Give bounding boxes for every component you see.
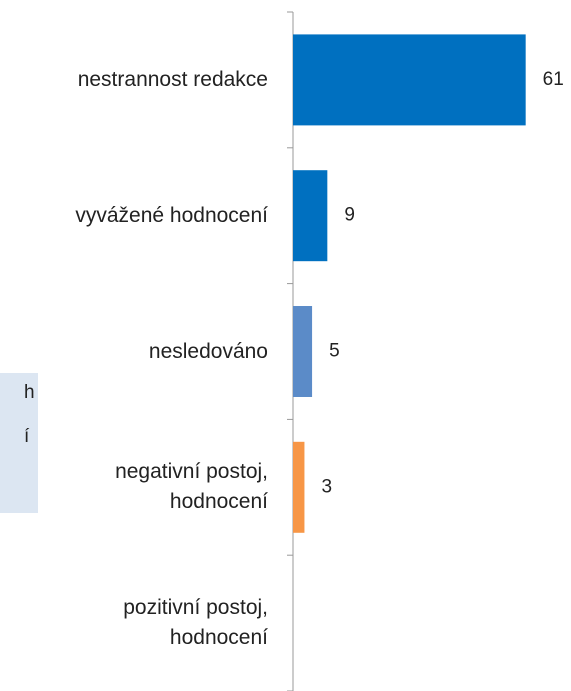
side-panel-text: í (24, 426, 30, 447)
category-label: nesledováno (148, 339, 268, 363)
side-panel (0, 373, 38, 513)
category-label: nestrannost redakce (77, 67, 268, 91)
category-label: vyvážené hodnocení (75, 203, 268, 227)
data-label: 5 (329, 341, 340, 362)
data-label: 9 (344, 205, 355, 226)
data-label: 3 (321, 476, 332, 497)
bar (293, 34, 526, 126)
data-label: 61 (543, 69, 564, 90)
bar (293, 441, 305, 533)
category-label: pozitivní postoj, hodnocení (123, 596, 268, 650)
bar (293, 170, 328, 262)
bar (293, 306, 313, 397)
category-label: negativní postoj, hodnocení (115, 460, 268, 514)
side-panel-text: h (24, 382, 35, 403)
